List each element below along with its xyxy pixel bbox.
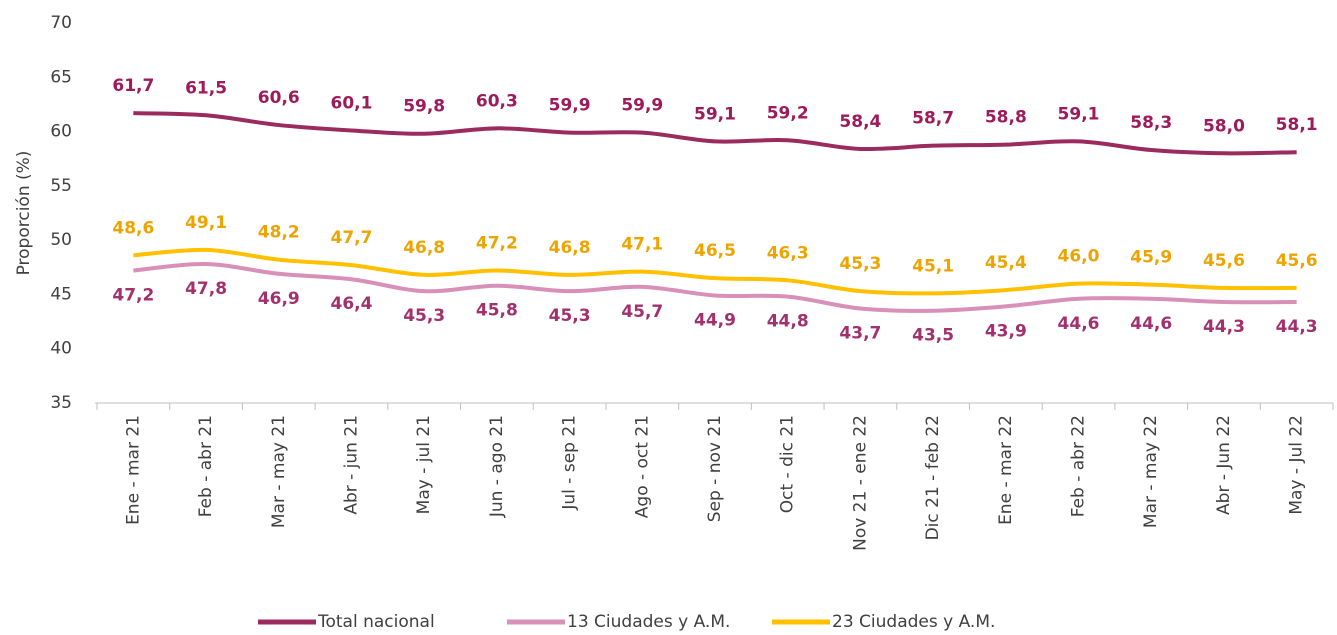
data-label: 45,6 xyxy=(1276,251,1318,271)
data-label: 59,9 xyxy=(549,96,591,116)
data-label: 47,2 xyxy=(112,286,154,306)
data-label: 46,8 xyxy=(549,238,591,258)
x-tick-label: Ene - mar 21 xyxy=(123,415,143,525)
legend-label: 13 Ciudades y A.M. xyxy=(567,612,730,632)
y-tick-label: 40 xyxy=(50,339,72,359)
data-label: 46,8 xyxy=(403,238,445,258)
data-label: 58,7 xyxy=(912,109,954,129)
x-tick-label: Feb - abr 22 xyxy=(1069,415,1089,517)
data-label: 45,3 xyxy=(549,306,591,326)
x-tick-label: Jun - ago 21 xyxy=(487,415,507,518)
data-label: 60,1 xyxy=(330,93,372,113)
data-label: 44,8 xyxy=(767,312,809,332)
data-label: 47,1 xyxy=(621,235,663,255)
data-label: 44,9 xyxy=(694,311,736,331)
data-label: 46,3 xyxy=(767,243,809,263)
data-label: 58,0 xyxy=(1203,116,1245,136)
data-label: 45,3 xyxy=(839,254,881,274)
x-tick-label: Nov 21 - ene 22 xyxy=(850,415,870,551)
data-label: 60,6 xyxy=(258,88,300,108)
data-label: 47,8 xyxy=(185,279,227,299)
legend-label: Total nacional xyxy=(317,612,435,632)
data-label: 43,9 xyxy=(985,321,1027,341)
data-label: 48,6 xyxy=(112,218,154,238)
x-tick-label: Ago - oct 21 xyxy=(632,415,652,518)
data-label: 44,3 xyxy=(1203,317,1245,337)
x-tick-label: Mar - may 21 xyxy=(269,415,289,528)
data-label: 45,4 xyxy=(985,253,1027,273)
y-tick-label: 70 xyxy=(50,13,72,33)
y-tick-label: 60 xyxy=(50,122,72,142)
data-label: 58,4 xyxy=(839,112,881,132)
data-label: 58,3 xyxy=(1130,113,1172,133)
data-label: 44,6 xyxy=(1130,314,1172,334)
data-label: 44,6 xyxy=(1058,314,1100,334)
data-label: 59,8 xyxy=(403,97,445,117)
x-tick-label: May - jul 21 xyxy=(414,415,434,514)
y-axis-title: Proporción (%) xyxy=(14,151,34,276)
data-label: 46,4 xyxy=(330,294,372,314)
data-label: 45,7 xyxy=(621,302,663,322)
data-label: 61,7 xyxy=(112,76,154,96)
legend-label: 23 Ciudades y A.M. xyxy=(832,612,995,632)
data-label: 59,9 xyxy=(621,96,663,116)
x-tick-label: Sep - nov 21 xyxy=(705,415,725,522)
data-label: 48,2 xyxy=(258,223,300,243)
data-label: 47,7 xyxy=(330,228,372,248)
data-label: 44,3 xyxy=(1276,317,1318,337)
x-tick-label: May - Jul 22 xyxy=(1287,415,1307,515)
data-label: 45,8 xyxy=(476,301,518,321)
y-tick-label: 55 xyxy=(50,176,72,196)
data-label: 59,1 xyxy=(694,104,736,124)
y-tick-label: 65 xyxy=(50,67,72,87)
series-line xyxy=(133,247,1297,296)
x-tick-label: Dic 21 - feb 22 xyxy=(923,415,943,540)
y-tick-label: 35 xyxy=(50,393,72,413)
data-label: 45,3 xyxy=(403,306,445,326)
data-label: 59,2 xyxy=(767,103,809,123)
data-label: 60,3 xyxy=(476,91,518,111)
y-tick-label: 50 xyxy=(50,230,72,250)
data-label: 45,6 xyxy=(1203,251,1245,271)
series-line xyxy=(133,262,1297,313)
data-label: 59,1 xyxy=(1058,104,1100,124)
x-tick-label: Ene - mar 22 xyxy=(996,415,1016,525)
data-label: 46,0 xyxy=(1058,247,1100,267)
x-tick-label: Mar - may 22 xyxy=(1141,415,1161,528)
x-tick-label: Feb - abr 21 xyxy=(196,415,216,517)
x-tick-label: Abr - jun 21 xyxy=(341,415,361,515)
data-label: 61,5 xyxy=(185,78,227,98)
data-label: 58,8 xyxy=(985,108,1027,128)
data-label: 58,1 xyxy=(1276,115,1318,135)
x-tick-label: Abr - Jun 22 xyxy=(1214,415,1234,515)
data-label: 43,7 xyxy=(839,324,881,344)
x-tick-label: Jul - sep 21 xyxy=(560,415,580,511)
data-label: 45,9 xyxy=(1130,248,1172,268)
data-label: 49,1 xyxy=(185,213,227,233)
data-label: 46,9 xyxy=(258,289,300,309)
data-label: 45,1 xyxy=(912,256,954,276)
data-label: 47,2 xyxy=(476,234,518,254)
y-tick-label: 45 xyxy=(50,284,72,304)
series-line xyxy=(133,111,1297,156)
x-tick-label: Oct - dic 21 xyxy=(778,415,798,513)
data-label: 46,5 xyxy=(694,241,736,261)
data-label: 43,5 xyxy=(912,326,954,346)
